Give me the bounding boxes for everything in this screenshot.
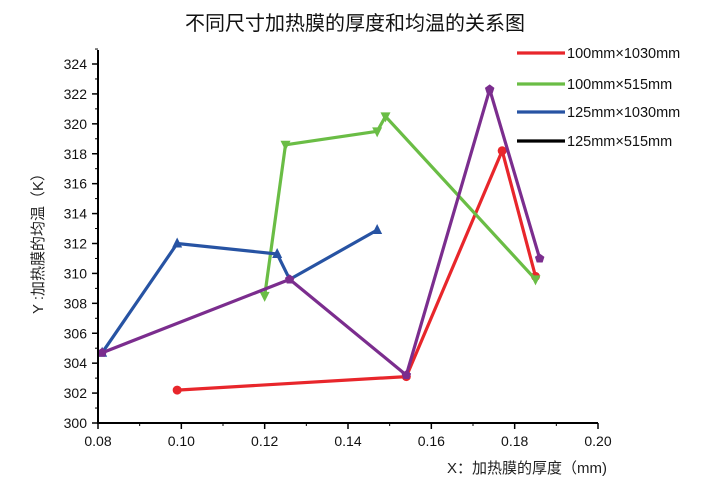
legend-label: 100mm×515mm bbox=[567, 77, 672, 93]
legend-item: 100mm×515mm bbox=[517, 77, 672, 93]
data-point bbox=[380, 112, 391, 123]
x-ticks: 0.08 0.10 0.12 0.14 0.16 0.18 0.20 bbox=[84, 423, 612, 449]
legend-label: 125mm×1030mm bbox=[567, 105, 680, 121]
data-point bbox=[401, 370, 412, 380]
legend-item: 125mm×1030mm bbox=[517, 105, 680, 121]
data-point bbox=[484, 84, 495, 94]
data-point bbox=[172, 237, 183, 248]
data-point bbox=[172, 385, 182, 395]
y-tick-label: 312 bbox=[64, 236, 88, 252]
y-tick-label: 318 bbox=[64, 146, 88, 162]
x-tick-label: 0.20 bbox=[584, 433, 611, 449]
y-tick-label: 304 bbox=[64, 355, 88, 371]
legend: 100mm×1030mm 100mm×515mm 125mm×1030mm 125mm… bbox=[517, 46, 680, 150]
legend-label: 125mm×515mm bbox=[567, 134, 672, 150]
y-ticks: 300 302 304 306 308 310 312 314 316 318 320 322 324 bbox=[64, 48, 98, 431]
data-point bbox=[284, 274, 295, 284]
series-100mm×515mm bbox=[259, 112, 541, 302]
y-tick-label: 310 bbox=[64, 265, 88, 281]
y-tick-label: 322 bbox=[64, 86, 88, 102]
y-tick-label: 306 bbox=[64, 325, 88, 341]
series-125mm×515mm bbox=[97, 84, 545, 380]
x-tick-label: 0.18 bbox=[501, 433, 528, 449]
series-line bbox=[100, 228, 379, 355]
y-tick-label: 314 bbox=[64, 206, 88, 222]
y-tick-label: 316 bbox=[64, 176, 88, 192]
x-tick-label: 0.16 bbox=[418, 433, 445, 449]
series-line bbox=[175, 149, 538, 392]
data-point bbox=[534, 253, 545, 263]
plot-area bbox=[97, 84, 545, 395]
data-point bbox=[272, 247, 283, 258]
x-tick-label: 0.12 bbox=[251, 433, 278, 449]
y-tick-label: 302 bbox=[64, 385, 88, 401]
legend-item: 125mm×515mm bbox=[517, 134, 672, 150]
y-tick-label: 324 bbox=[64, 56, 88, 72]
series-100mm×1030mm bbox=[172, 146, 540, 395]
x-tick-label: 0.08 bbox=[84, 433, 111, 449]
y-axis-label: Y :加热膜的均温（K） bbox=[30, 166, 47, 314]
x-axis-label: X：加热膜的厚度（mm) bbox=[447, 460, 607, 477]
y-tick-label: 320 bbox=[64, 116, 88, 132]
x-tick-label: 0.14 bbox=[334, 433, 361, 449]
data-point bbox=[497, 146, 507, 156]
y-tick-label: 308 bbox=[64, 295, 88, 311]
data-point bbox=[259, 291, 270, 302]
x-tick-label: 0.10 bbox=[168, 433, 195, 449]
legend-item: 100mm×1030mm bbox=[517, 46, 680, 62]
axes: 300302304306308310312314316318320322324 … bbox=[64, 48, 612, 449]
data-point bbox=[372, 127, 383, 138]
data-point bbox=[530, 275, 541, 286]
data-point bbox=[97, 347, 107, 357]
series-line bbox=[100, 87, 542, 377]
data-point bbox=[280, 140, 291, 151]
chart-title: 不同尺寸加热膜的厚度和均温的关系图 bbox=[185, 11, 525, 35]
legend-label: 100mm×1030mm bbox=[567, 46, 680, 62]
data-point bbox=[372, 224, 383, 235]
y-tick-label: 300 bbox=[64, 415, 88, 431]
